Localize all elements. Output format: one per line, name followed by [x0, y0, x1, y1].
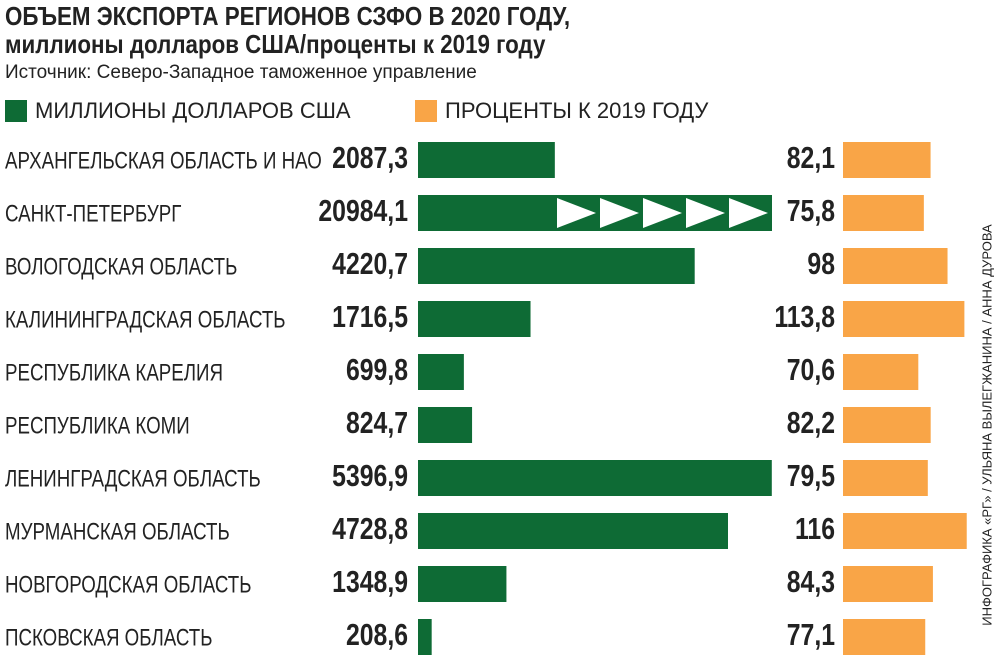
bar	[418, 301, 531, 337]
legend-swatch	[415, 100, 437, 122]
chart-title: ОБЪЕМ ЭКСПОРТА РЕГИОНОВ СЗФО В 2020 ГОДУ…	[5, 2, 570, 31]
overflow-arrow	[729, 198, 768, 228]
bar	[418, 248, 695, 284]
legend-label: МИЛЛИОНЫ ДОЛЛАРОВ США	[35, 98, 351, 123]
bar	[418, 513, 728, 549]
bar	[843, 195, 924, 231]
bar	[843, 460, 928, 496]
value-label: 77,1	[787, 618, 835, 652]
bar	[843, 513, 967, 549]
value-label: 20984,1	[318, 194, 408, 228]
category-label: ЛЕНИНГРАДСКАЯ ОБЛАСТЬ	[5, 465, 261, 492]
category-label: ПСКОВСКАЯ ОБЛАСТЬ	[5, 624, 212, 651]
value-label: 4220,7	[332, 247, 408, 281]
value-label: 699,8	[346, 353, 408, 387]
overflow-arrow	[643, 198, 682, 228]
bar	[843, 354, 919, 390]
category-label: НОВГОРОДСКАЯ ОБЛАСТЬ	[5, 571, 251, 598]
category-label: АРХАНГЕЛЬСКАЯ ОБЛАСТЬ И НАО	[5, 147, 322, 174]
category-label: ВОЛОГОДСКАЯ ОБЛАСТЬ	[5, 253, 237, 280]
value-label: 82,1	[787, 141, 835, 175]
bar	[843, 407, 931, 443]
value-label: 824,7	[346, 406, 408, 440]
bar	[418, 142, 555, 178]
bar	[843, 566, 933, 602]
bar	[843, 142, 931, 178]
value-label: 208,6	[346, 618, 408, 652]
value-label: 75,8	[787, 194, 835, 228]
value-label: 84,3	[787, 565, 835, 599]
category-label: САНКТ-ПЕТЕРБУРГ	[5, 200, 182, 227]
legend-label: ПРОЦЕНТЫ К 2019 ГОДУ	[445, 98, 709, 123]
overflow-arrow	[557, 198, 596, 228]
bar	[418, 566, 507, 602]
value-label: 2087,3	[332, 141, 408, 175]
credit: ИНФОГРАФИКА «РГ» / УЛЬЯНА ВЫЛЕГЖАНИНА / …	[979, 224, 994, 626]
chart-subtitle: миллионы долларов США/проценты к 2019 го…	[5, 30, 546, 59]
bar	[418, 407, 473, 443]
value-label: 70,6	[787, 353, 835, 387]
value-label: 79,5	[787, 459, 835, 493]
value-label: 116	[795, 512, 835, 546]
value-label: 5396,9	[332, 459, 408, 493]
bar	[418, 354, 464, 390]
bar	[418, 619, 432, 655]
category-label: КАЛИНИНГРАДСКАЯ ОБЛАСТЬ	[5, 306, 286, 333]
overflow-arrow	[686, 198, 725, 228]
bar	[418, 460, 772, 496]
bar	[843, 301, 965, 337]
value-label: 113,8	[774, 300, 835, 334]
value-label: 1716,5	[332, 300, 408, 334]
source: Источник: Северо-Западное таможенное упр…	[5, 62, 477, 83]
value-label: 82,2	[787, 406, 835, 440]
bar	[843, 619, 926, 655]
value-label: 98	[807, 247, 835, 281]
bar	[843, 248, 948, 284]
category-label: РЕСПУБЛИКА КАРЕЛИЯ	[5, 359, 223, 386]
category-label: РЕСПУБЛИКА КОМИ	[5, 412, 190, 439]
category-label: МУРМАНСКАЯ ОБЛАСТЬ	[5, 518, 230, 545]
value-label: 4728,8	[332, 512, 408, 546]
value-label: 1348,9	[332, 565, 408, 599]
overflow-arrow	[600, 198, 639, 228]
legend-swatch	[5, 100, 27, 122]
